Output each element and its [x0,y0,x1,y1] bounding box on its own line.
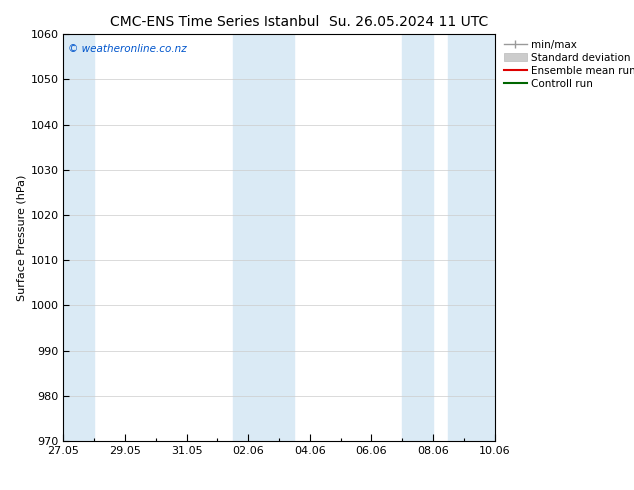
Bar [448,34,495,441]
Bar [233,34,294,441]
Text: © weatheronline.co.nz: © weatheronline.co.nz [68,45,186,54]
Text: Su. 26.05.2024 11 UTC: Su. 26.05.2024 11 UTC [328,15,488,29]
Bar [63,34,94,441]
Legend: min/max, Standard deviation, Ensemble mean run, Controll run: min/max, Standard deviation, Ensemble me… [504,40,634,89]
Y-axis label: Surface Pressure (hPa): Surface Pressure (hPa) [16,174,26,301]
Text: CMC-ENS Time Series Istanbul: CMC-ENS Time Series Istanbul [110,15,319,29]
Bar [402,34,433,441]
